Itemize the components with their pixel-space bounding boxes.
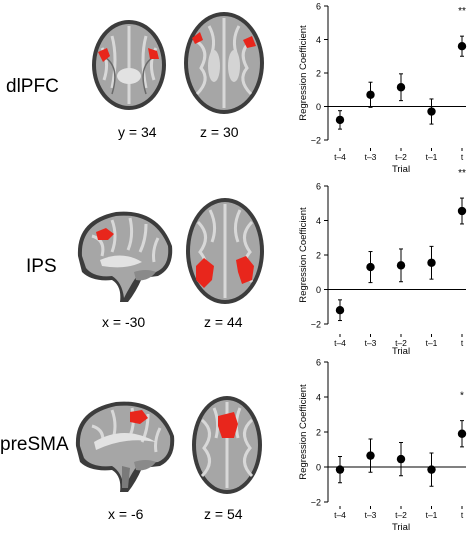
coordinate-label: x = -30 [102,314,146,330]
coordinate-label: z = 54 [204,506,243,522]
data-point [366,451,375,460]
x-axis-title: Trial [392,164,410,175]
activation-blob [148,48,159,59]
x-tick-label: t–2 [395,338,407,348]
activation-blob [96,228,114,240]
data-point [396,83,406,92]
activation-blob [130,410,148,424]
x-tick-label: t–4 [334,152,346,162]
activation-blob [192,32,203,44]
x-tick-label: t [461,152,464,162]
y-tick-label: 6 [316,182,321,192]
activation-blob [196,258,214,288]
y-tick-label: 6 [316,2,321,12]
significance-marker: * [460,391,464,402]
y-tick-label: 2 [316,69,321,79]
y-tick-label: −2 [311,498,321,508]
y-tick-label: 4 [316,35,321,45]
coordinate-label: z = 30 [200,124,239,140]
x-tick-label: t–3 [365,338,377,348]
activation-blob [236,256,254,284]
data-point [427,258,436,267]
data-point [335,306,345,315]
y-tick-label: 6 [316,358,321,368]
brain-axial-slice [186,198,264,304]
brain-coronal-slice [92,20,166,110]
x-tick-label: t–2 [395,510,407,520]
data-point [457,42,467,51]
regression-chart: −2 0 2 4 6 Regression Coefficient t–4 t–3 t–2 t–1… [298,2,467,175]
data-point [396,454,406,464]
data-point [427,107,436,116]
region-label: dlPFC [6,76,59,97]
activation-blob [98,48,110,62]
x-tick-label: t [461,510,464,520]
x-tick-label: t–4 [334,510,346,520]
brain-axial-slice [184,12,264,114]
coordinate-label: y = 34 [118,124,157,140]
data-point [366,90,375,99]
region-label: IPS [26,256,57,277]
y-tick-label: −2 [311,136,321,146]
y-axis-title: Regression Coefficient [298,207,309,303]
significance-marker: ** [458,6,466,17]
x-tick-label: t–2 [395,152,407,162]
brain-sagittal-slice [77,211,173,302]
region-label: preSMA [0,434,69,455]
x-tick-label: t–4 [334,338,346,348]
data-point [457,206,467,216]
x-tick-label: t–3 [365,152,377,162]
x-tick-label: t–3 [365,510,377,520]
y-axis-title: Regression Coefficient [298,25,309,121]
data-point [366,262,375,272]
data-point [457,429,467,438]
panel-presma: preSMA x = -6 z = 54 −2 0 2 4 6 Regression Co… [0,356,474,534]
y-tick-label: −2 [311,320,321,330]
x-tick-label: t–1 [426,338,438,348]
x-tick-label: t [461,338,464,348]
activation-blob [243,36,256,48]
y-tick-label: 0 [316,463,321,473]
y-tick-label: 0 [316,102,321,112]
y-tick-label: 2 [316,428,321,438]
regression-chart: −2 0 2 4 6 Regression Coefficient t–4 t–3 t–2 t–1… [298,358,467,533]
x-tick-label: t–1 [426,510,438,520]
y-tick-label: 4 [316,393,321,403]
panel-dlpfc: dlPFC y = 34 z = 30 −2 0 2 4 6 Regression Coe… [0,0,474,175]
panel-ips: IPS x = -30 z = 44 −2 0 2 4 6 Regression Coef… [0,168,474,357]
activation-blob [218,412,238,438]
data-point [335,465,345,474]
significance-marker: ** [458,168,466,179]
data-point [396,261,406,270]
coordinate-label: x = -6 [108,506,144,522]
y-tick-label: 2 [316,251,321,261]
x-axis-title: Trial [392,522,410,533]
x-axis-title: Trial [392,346,410,357]
regression-chart: −2 0 2 4 6 Regression Coefficient t–4 t–3 t–2 t–1… [298,168,467,357]
x-tick-label: t–1 [426,152,438,162]
brain-sagittal-slice [75,401,175,492]
data-point [335,115,345,125]
y-axis-title: Regression Coefficient [298,384,309,480]
data-point [427,465,436,474]
y-tick-label: 4 [316,216,321,226]
brain-axial-slice [192,396,262,494]
y-tick-label: 0 [316,285,321,295]
coordinate-label: z = 44 [204,314,243,330]
